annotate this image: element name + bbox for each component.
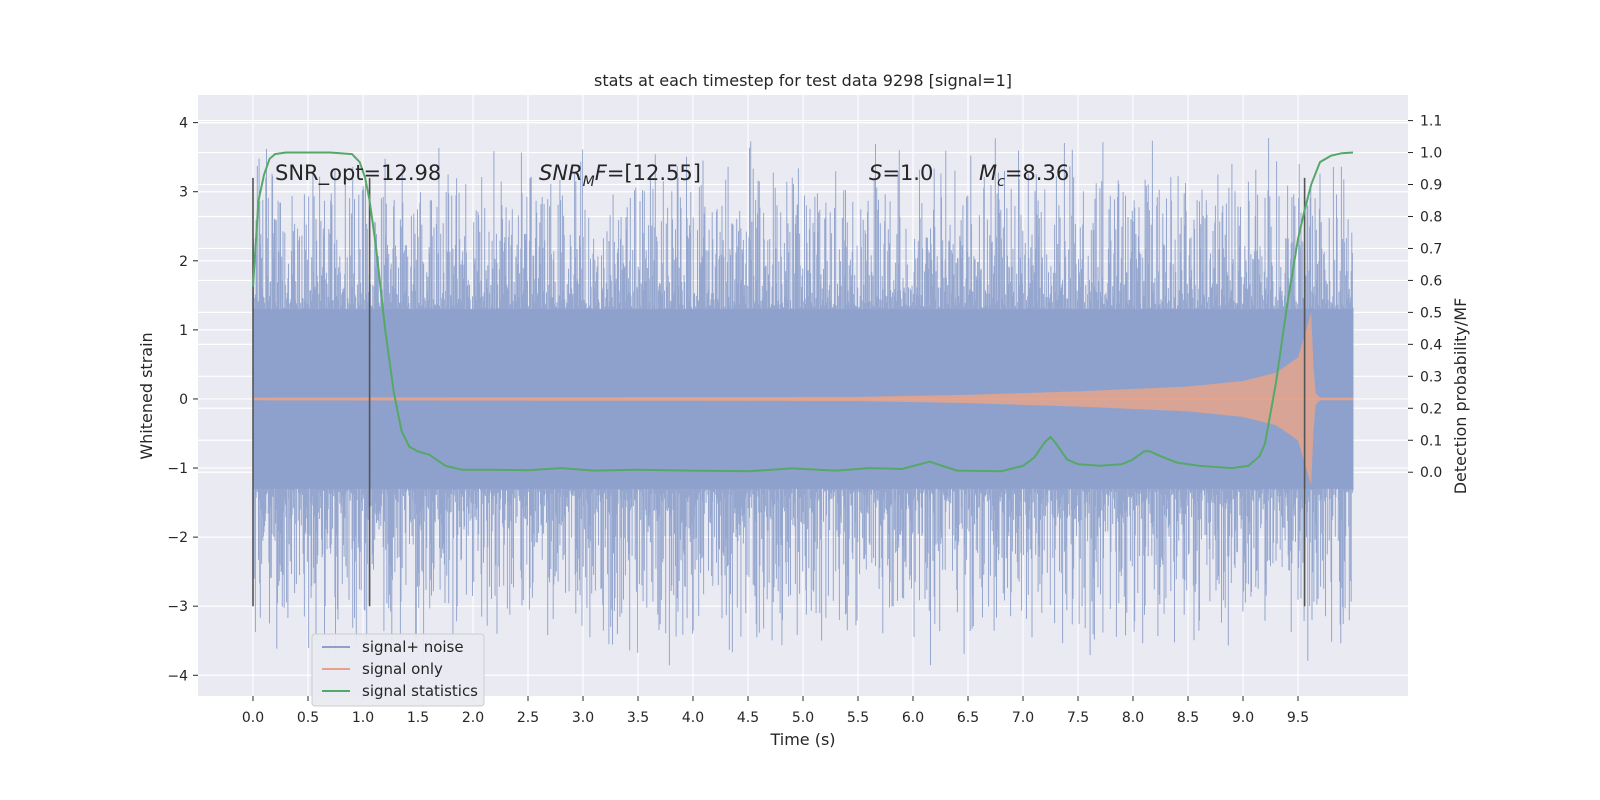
x-tick-label: 0.5 — [297, 710, 319, 726]
y2-tick-label: 0.9 — [1420, 178, 1442, 194]
annotations: SNR_opt=12.98 SNRMF=[12.55] S=1.0 Mc=8.36 — [275, 161, 1069, 190]
y-tick-label: 2 — [179, 254, 188, 270]
x-tick-label: 4.0 — [682, 710, 704, 726]
y2-tick-label: 0.6 — [1420, 273, 1442, 289]
vertical-markers — [252, 177, 1306, 607]
y2-tick-label: 1.1 — [1420, 114, 1442, 130]
annotation-1: SNRMF=[12.55] — [539, 161, 701, 190]
legend: signal+ noise signal only signal statist… — [311, 633, 485, 707]
y2-tick-label: 0.8 — [1420, 209, 1442, 225]
y2-tick-label: 1.0 — [1420, 146, 1442, 162]
x-tick-label: 5.0 — [792, 710, 814, 726]
series-signal-statistics — [252, 151, 1354, 473]
y2-tick-label: 0.5 — [1420, 305, 1442, 321]
annotation-2: S=1.0 — [869, 161, 933, 185]
y2-tick-label: 0.2 — [1420, 401, 1442, 417]
x-tick-label: 8.0 — [1122, 710, 1144, 726]
x-tick-label: 6.0 — [902, 710, 924, 726]
x-tick-label: 3.0 — [572, 710, 594, 726]
y-tick-label: 3 — [179, 185, 188, 201]
y-tick-label: −1 — [167, 461, 188, 477]
statistics-line — [252, 151, 1354, 473]
annotation-0: SNR_opt=12.98 — [275, 161, 441, 186]
legend-label-signal-statistics: signal statistics — [362, 682, 478, 700]
x-tick-label: 6.5 — [957, 710, 979, 726]
y2-tick-label: 0.3 — [1420, 369, 1442, 385]
y2-axis-ticks: 1.1 1.0 0.9 0.8 0.7 0.6 0.5 0.4 0.3 0.2 0.1 0.0 — [1408, 114, 1442, 481]
x-tick-label: 3.5 — [627, 710, 649, 726]
legend-label-signal-only: signal only — [362, 660, 443, 678]
y2-tick-label: 0.0 — [1420, 465, 1442, 481]
y-tick-label: −4 — [167, 668, 188, 684]
x-tick-label: 8.5 — [1177, 710, 1199, 726]
x-axis-ticks: 0.0 0.5 1.0 1.5 2.0 2.5 3.0 3.5 4.0 4.5 5.0 5.5 6.0 6… — [242, 696, 1309, 726]
y2-tick-label: 0.1 — [1420, 433, 1442, 449]
y2-tick-label: 0.4 — [1420, 337, 1442, 353]
legend-box — [311, 633, 485, 707]
y2-axis-label: Detection probability/MF — [1451, 298, 1470, 495]
x-tick-label: 2.0 — [462, 710, 484, 726]
x-tick-label: 4.5 — [737, 710, 759, 726]
y-axis-label: Whitened strain — [137, 332, 156, 459]
x-tick-label: 0.0 — [242, 710, 264, 726]
y-axis-ticks: 4 3 2 1 0 −1 −2 −3 −4 — [167, 116, 198, 684]
y-tick-label: 1 — [179, 323, 188, 339]
x-tick-label: 2.5 — [517, 710, 539, 726]
legend-label-signal-noise: signal+ noise — [362, 638, 464, 656]
chart-title: stats at each timestep for test data 929… — [594, 71, 1012, 90]
y-tick-label: 4 — [179, 116, 188, 132]
y-tick-label: −2 — [167, 530, 188, 546]
x-tick-label: 9.0 — [1232, 710, 1254, 726]
x-tick-label: 7.0 — [1012, 710, 1034, 726]
x-tick-label: 7.5 — [1067, 710, 1089, 726]
y-tick-label: 0 — [179, 392, 188, 408]
x-tick-label: 1.0 — [352, 710, 374, 726]
x-tick-label: 9.5 — [1287, 710, 1309, 726]
x-tick-label: 1.5 — [407, 710, 429, 726]
annotation-3: Mc=8.36 — [979, 161, 1069, 190]
series-signal-only — [253, 312, 1353, 486]
x-tick-label: 5.5 — [847, 710, 869, 726]
x-axis-label: Time (s) — [769, 730, 835, 749]
y2-tick-label: 0.7 — [1420, 241, 1442, 257]
y-tick-label: −3 — [167, 599, 188, 615]
